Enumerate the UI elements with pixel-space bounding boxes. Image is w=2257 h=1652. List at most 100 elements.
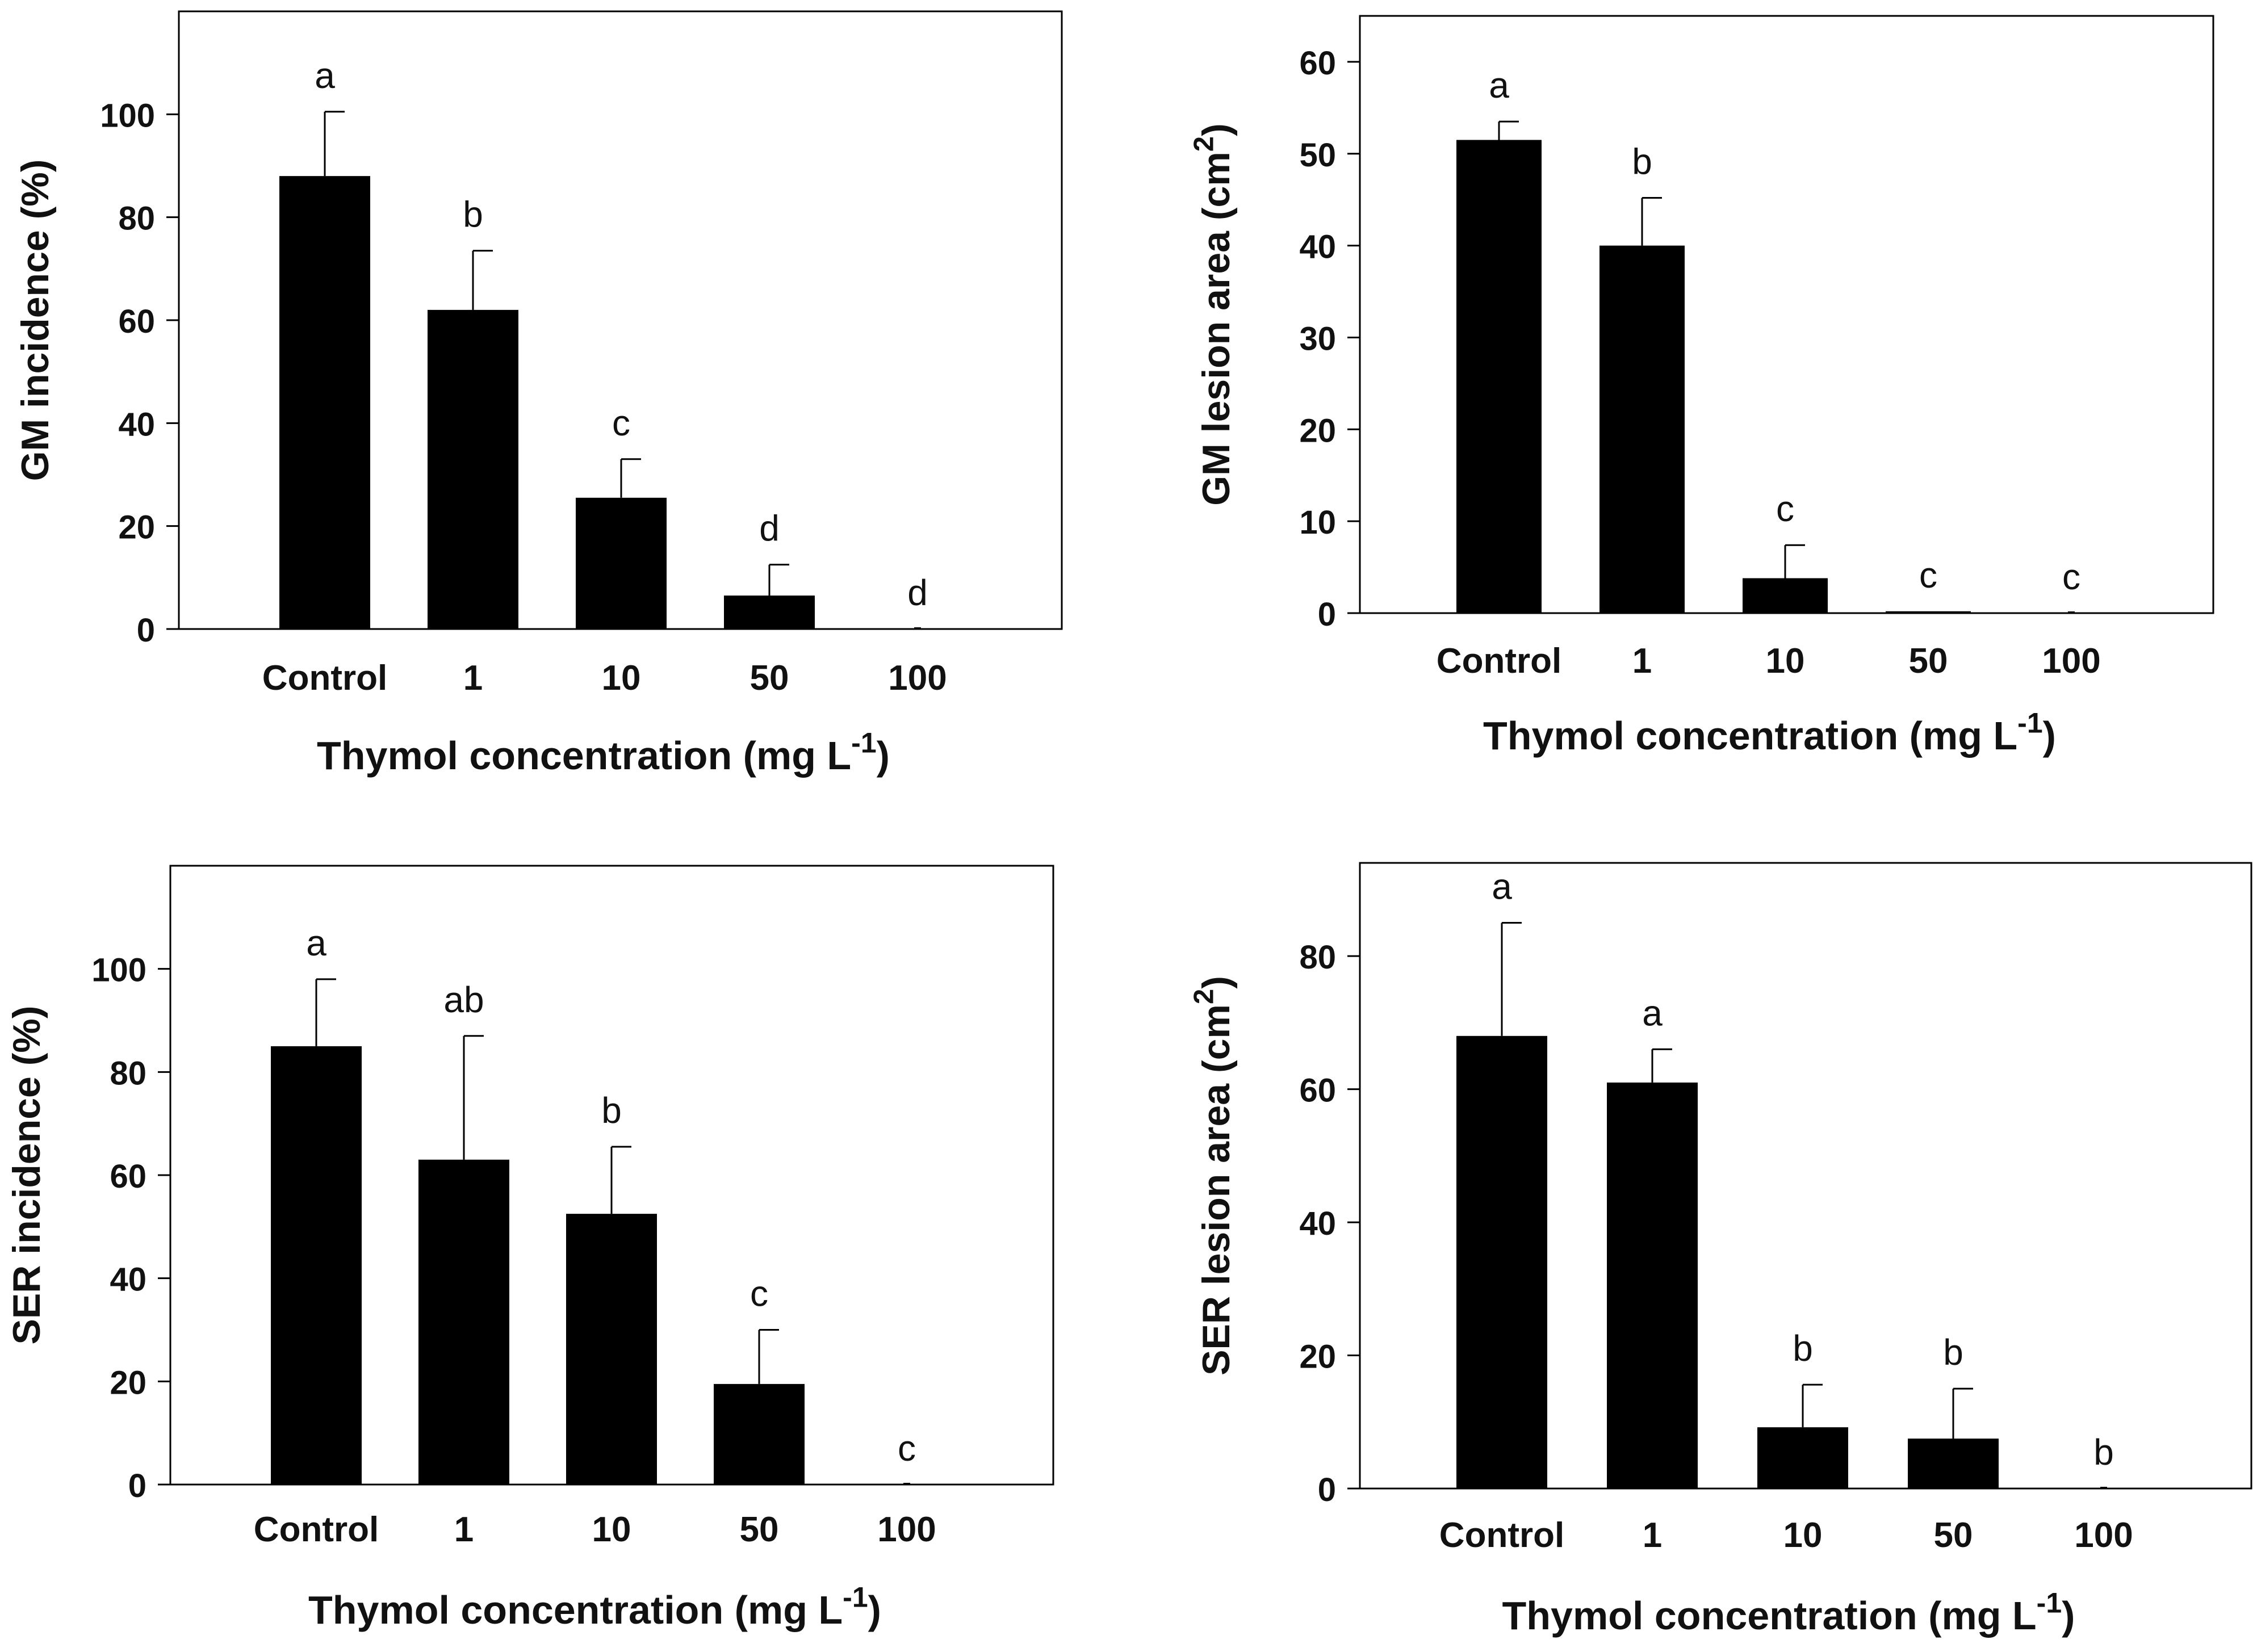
significance-letter: c <box>1776 488 1794 529</box>
x-tick-label: 50 <box>740 1510 779 1549</box>
y-tick-label: 100 <box>91 952 146 989</box>
bar <box>279 176 370 630</box>
y-tick-label: 80 <box>110 1055 146 1092</box>
bar <box>2068 611 2075 613</box>
x-tick-label: 1 <box>1632 641 1652 681</box>
significance-letter: d <box>907 572 928 613</box>
y-axis-title-sup: 2 <box>1188 989 1219 1004</box>
x-tick-label: 100 <box>888 659 947 698</box>
y-tick-label: 40 <box>1299 229 1336 266</box>
y-tick-label: 60 <box>1299 45 1336 82</box>
y-tick-label: 100 <box>100 97 155 134</box>
x-tick-label: 1 <box>463 659 483 698</box>
x-tick-label: Control <box>254 1510 379 1549</box>
y-axis-title-main: SER lesion area (cm <box>1195 1004 1238 1376</box>
x-tick-label: Control <box>262 659 387 698</box>
bar <box>576 497 667 629</box>
significance-letter: b <box>1632 141 1652 182</box>
y-tick-label: 80 <box>118 200 155 237</box>
bar <box>914 627 921 629</box>
y-tick-label: 40 <box>118 406 155 443</box>
y-axis-title-tail: ) <box>1195 976 1238 989</box>
x-tick-label: 100 <box>2074 1516 2133 1555</box>
significance-letter: b <box>2093 1432 2114 1473</box>
significance-letter: d <box>759 508 780 549</box>
y-tick-label: 0 <box>1318 1471 1336 1508</box>
x-tick-label: 1 <box>1643 1516 1662 1555</box>
y-axis-title: GM incidence (%) <box>14 160 57 481</box>
x-axis-title-main: Thymol concentration (mg L <box>1502 1594 2037 1638</box>
x-tick-label: 100 <box>2042 641 2100 681</box>
y-tick-label: 0 <box>137 612 155 649</box>
x-axis-title-sup: -1 <box>843 1582 868 1613</box>
bar <box>1607 1082 1698 1489</box>
x-axis-title-sup: -1 <box>2037 1587 2062 1619</box>
significance-letter: c <box>2062 556 2080 597</box>
significance-letter: a <box>1492 866 1512 907</box>
y-axis-title-main: SER incidence (%) <box>5 1005 48 1344</box>
x-axis-title: Thymol concentration (mg L-1) <box>317 727 890 778</box>
y-tick-label: 60 <box>118 303 155 340</box>
y-tick-label: 20 <box>1299 1339 1336 1376</box>
significance-letter: a <box>1489 65 1509 106</box>
bar <box>271 1046 362 1485</box>
y-tick-label: 50 <box>1299 137 1336 174</box>
significance-letter: b <box>1943 1332 1963 1373</box>
x-axis-title-main: Thymol concentration (mg L <box>308 1588 843 1632</box>
significance-letter: b <box>1793 1328 1813 1369</box>
x-axis-title-sup: -1 <box>2017 707 2042 739</box>
y-axis-title-main: GM incidence (%) <box>14 160 57 481</box>
x-axis-title-tail: ) <box>877 733 890 778</box>
bar <box>1599 245 1685 614</box>
x-tick-label: 50 <box>1934 1516 1973 1555</box>
chart-panel-bottom-left: 0 20 40 60 80 100 a Control ab 1 b 10 c 50 c 100 Thymol … <box>5 865 1054 1632</box>
x-tick-label: 50 <box>1909 641 1948 681</box>
x-tick-label: 100 <box>877 1510 936 1549</box>
x-axis-title-tail: ) <box>2043 714 2056 758</box>
bar <box>1757 1427 1848 1489</box>
x-tick-label: 10 <box>602 659 641 698</box>
x-axis-title-tail: ) <box>2062 1594 2075 1638</box>
y-tick-label: 0 <box>128 1467 146 1504</box>
y-tick-label: 10 <box>1299 504 1336 541</box>
y-axis-title-main: GM lesion area (cm <box>1195 152 1238 506</box>
y-tick-label: 80 <box>1299 939 1336 976</box>
significance-letter: a <box>1642 992 1663 1033</box>
bar <box>418 1159 509 1485</box>
x-tick-label: 50 <box>750 659 789 698</box>
y-tick-label: 20 <box>118 509 155 546</box>
chart-panel-top-left: 0 20 40 60 80 100 a Control b 1 c 10 d 50 d 100 Thymol c… <box>14 10 1063 778</box>
significance-letter: b <box>601 1090 622 1131</box>
significance-letter: ab <box>443 979 484 1020</box>
x-axis-title-sup: -1 <box>851 727 876 759</box>
y-tick-label: 40 <box>110 1261 146 1298</box>
significance-letter: c <box>898 1428 916 1469</box>
y-axis-title: SER lesion area (cm2) <box>1188 976 1238 1376</box>
y-axis-title-sup: 2 <box>1188 136 1219 152</box>
significance-letter: a <box>315 55 335 96</box>
significance-letter: b <box>463 194 483 235</box>
y-axis-title-tail: ) <box>1195 123 1238 136</box>
x-tick-label: 10 <box>1783 1516 1823 1555</box>
x-tick-label: 10 <box>1766 641 1805 681</box>
x-tick-label: 1 <box>454 1510 474 1549</box>
x-tick-label: Control <box>1437 641 1561 681</box>
chart-panel-top-right: 0 10 20 30 40 50 60 a Control b 1 c 10 c 50 c 100 Thymol … <box>1188 15 2214 758</box>
significance-letter: c <box>612 402 630 443</box>
bar <box>724 596 815 629</box>
bar <box>566 1214 657 1485</box>
x-tick-label: Control <box>1439 1516 1564 1555</box>
bar <box>1908 1439 1999 1489</box>
x-axis-title: Thymol concentration (mg L-1) <box>1483 707 2056 758</box>
bar <box>1456 140 1542 613</box>
chart-panel-bottom-right: 0 20 40 60 80 a Control a 1 b 10 b 50 b 100 Thymol conc… <box>1188 862 2252 1638</box>
significance-letter: c <box>1919 555 1937 596</box>
y-tick-label: 60 <box>1299 1072 1336 1109</box>
significance-letter: c <box>750 1273 768 1314</box>
x-axis-title: Thymol concentration (mg L-1) <box>308 1582 881 1632</box>
bar <box>1886 611 1971 613</box>
bar <box>1743 578 1828 613</box>
y-axis-title: GM lesion area (cm2) <box>1188 123 1238 505</box>
y-tick-label: 0 <box>1318 596 1336 633</box>
